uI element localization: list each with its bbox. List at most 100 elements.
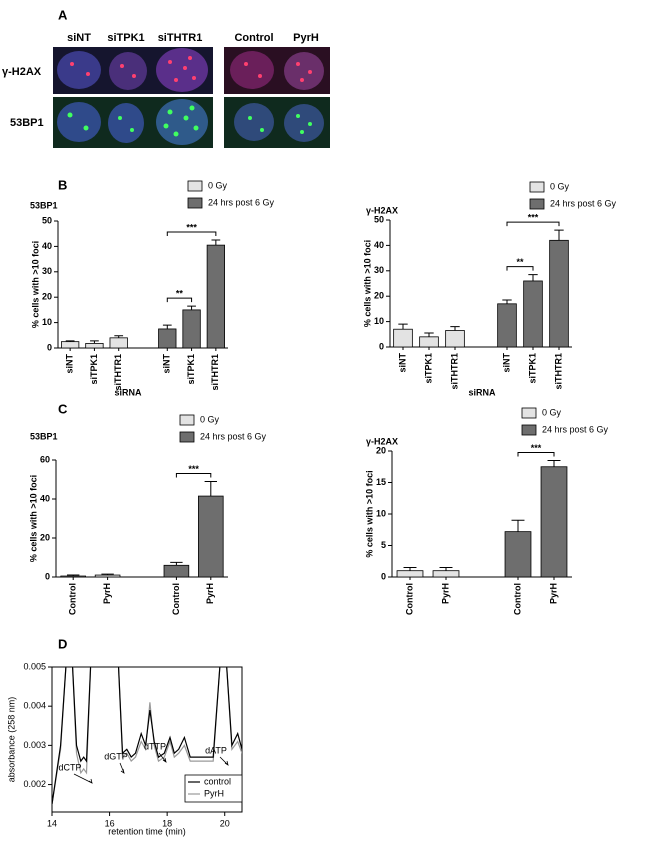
y-tick-label: 0.002 <box>23 779 46 789</box>
bar <box>198 495 224 578</box>
y-axis-label: % cells with >10 foci <box>362 240 372 327</box>
error-bar <box>398 323 408 330</box>
x-tick-label: siTPK1 <box>527 353 537 384</box>
y-axis-label: % cells with >10 foci <box>30 241 40 328</box>
y-tick-label: 10 <box>374 316 384 326</box>
bar <box>158 328 177 349</box>
peak-arrow <box>158 752 167 763</box>
error-bar <box>162 324 172 329</box>
x-tick-label: 18 <box>162 818 172 828</box>
x-tick-label: siTHTR1 <box>210 354 220 391</box>
x-tick-label: PyrH <box>548 583 558 604</box>
bar <box>109 337 128 349</box>
bar <box>206 244 226 349</box>
legend-label: 24 hrs post 6 Gy <box>200 431 267 441</box>
peak-arrow <box>119 762 125 774</box>
x-axis-label: siRNA <box>468 387 496 397</box>
x-tick-label: Control <box>68 583 78 615</box>
y-tick-label: 60 <box>40 454 50 464</box>
legend-label: 0 Gy <box>550 181 570 191</box>
x-tick-label: siTHTR1 <box>553 353 563 390</box>
peak-label: dGTP <box>104 751 128 761</box>
error-bar <box>528 274 538 281</box>
nucleus <box>234 103 274 141</box>
legend-label: 24 hrs post 6 Gy <box>550 198 617 208</box>
significance-label: *** <box>531 443 542 453</box>
significance-bracket <box>506 266 534 271</box>
y-tick-label: 50 <box>42 215 52 225</box>
legend-label: control <box>204 776 231 786</box>
y-tick-label: 50 <box>374 214 384 224</box>
peak-arrow <box>219 756 229 766</box>
y-tick-label: 0 <box>381 571 386 581</box>
y-tick-label: 15 <box>376 477 386 487</box>
error-bar <box>547 459 561 467</box>
chart-title: 53BP1 <box>30 200 58 210</box>
error-bar <box>187 305 196 310</box>
y-tick-label: 0 <box>47 342 52 352</box>
error-bar <box>67 574 80 577</box>
foci <box>70 56 312 82</box>
x-tick-label: siNT <box>162 354 172 374</box>
x-tick-label: PyrH <box>205 583 215 604</box>
bar <box>523 280 543 348</box>
micrographs: siNT siTPK1 siTHTR1 Control PyrH γ-H2AX … <box>2 32 330 148</box>
bar <box>85 343 104 349</box>
legend-label: 0 Gy <box>200 414 220 424</box>
error-bar <box>90 340 99 344</box>
y-tick-label: 0.003 <box>23 740 46 750</box>
y-tick-label: 20 <box>42 292 52 302</box>
chart-title: γ-H2AX <box>366 436 398 446</box>
bar <box>61 341 80 349</box>
y-tick-label: 30 <box>42 266 52 276</box>
significance-label: *** <box>186 222 197 232</box>
panel-label: C <box>58 401 68 416</box>
bar <box>504 531 532 578</box>
legend-swatch <box>179 431 195 443</box>
x-tick-label: siTHTR1 <box>449 353 459 390</box>
nucleus <box>156 48 208 92</box>
error-bar <box>511 519 525 532</box>
column-label: siNT <box>67 32 91 44</box>
bar <box>540 466 568 578</box>
panel-label: D <box>58 636 67 651</box>
panel-label: B <box>58 177 67 192</box>
nucleus <box>57 102 101 142</box>
error-bar <box>65 340 75 342</box>
bar <box>396 570 424 578</box>
nucleus <box>284 52 324 90</box>
nucleus <box>156 99 208 145</box>
bar <box>94 574 121 578</box>
x-tick-label: PyrH <box>440 583 450 604</box>
error-bar <box>450 326 460 331</box>
error-bar <box>101 573 114 576</box>
significance-bracket <box>166 297 193 303</box>
y-tick-label: 5 <box>381 540 386 550</box>
legend-swatch <box>187 197 203 209</box>
error-bar <box>554 229 564 241</box>
y-tick-label: 0.005 <box>23 661 46 671</box>
nucleus <box>57 51 101 89</box>
y-tick-label: 20 <box>374 291 384 301</box>
chart-title: γ-H2AX <box>366 205 398 215</box>
x-tick-label: 16 <box>105 818 115 828</box>
x-tick-label: siTPK1 <box>186 354 196 385</box>
column-label: siTHTR1 <box>158 32 203 44</box>
column-label: Control <box>234 32 273 44</box>
y-tick-label: 20 <box>40 532 50 542</box>
nucleus <box>284 104 324 142</box>
x-tick-label: Control <box>512 583 522 615</box>
legend-box <box>184 774 243 803</box>
bar <box>393 328 413 348</box>
legend-swatch <box>521 424 537 436</box>
row-label: 53BP1 <box>10 117 44 129</box>
x-tick-label: PyrH <box>102 583 112 604</box>
bar <box>60 575 86 578</box>
y-tick-label: 40 <box>40 493 50 503</box>
x-tick-label: 20 <box>220 818 230 828</box>
bar <box>432 570 460 578</box>
row-label: γ-H2AX <box>2 66 42 78</box>
legend-label: 0 Gy <box>542 407 562 417</box>
significance-bracket <box>175 472 212 478</box>
legend-swatch <box>529 181 545 193</box>
